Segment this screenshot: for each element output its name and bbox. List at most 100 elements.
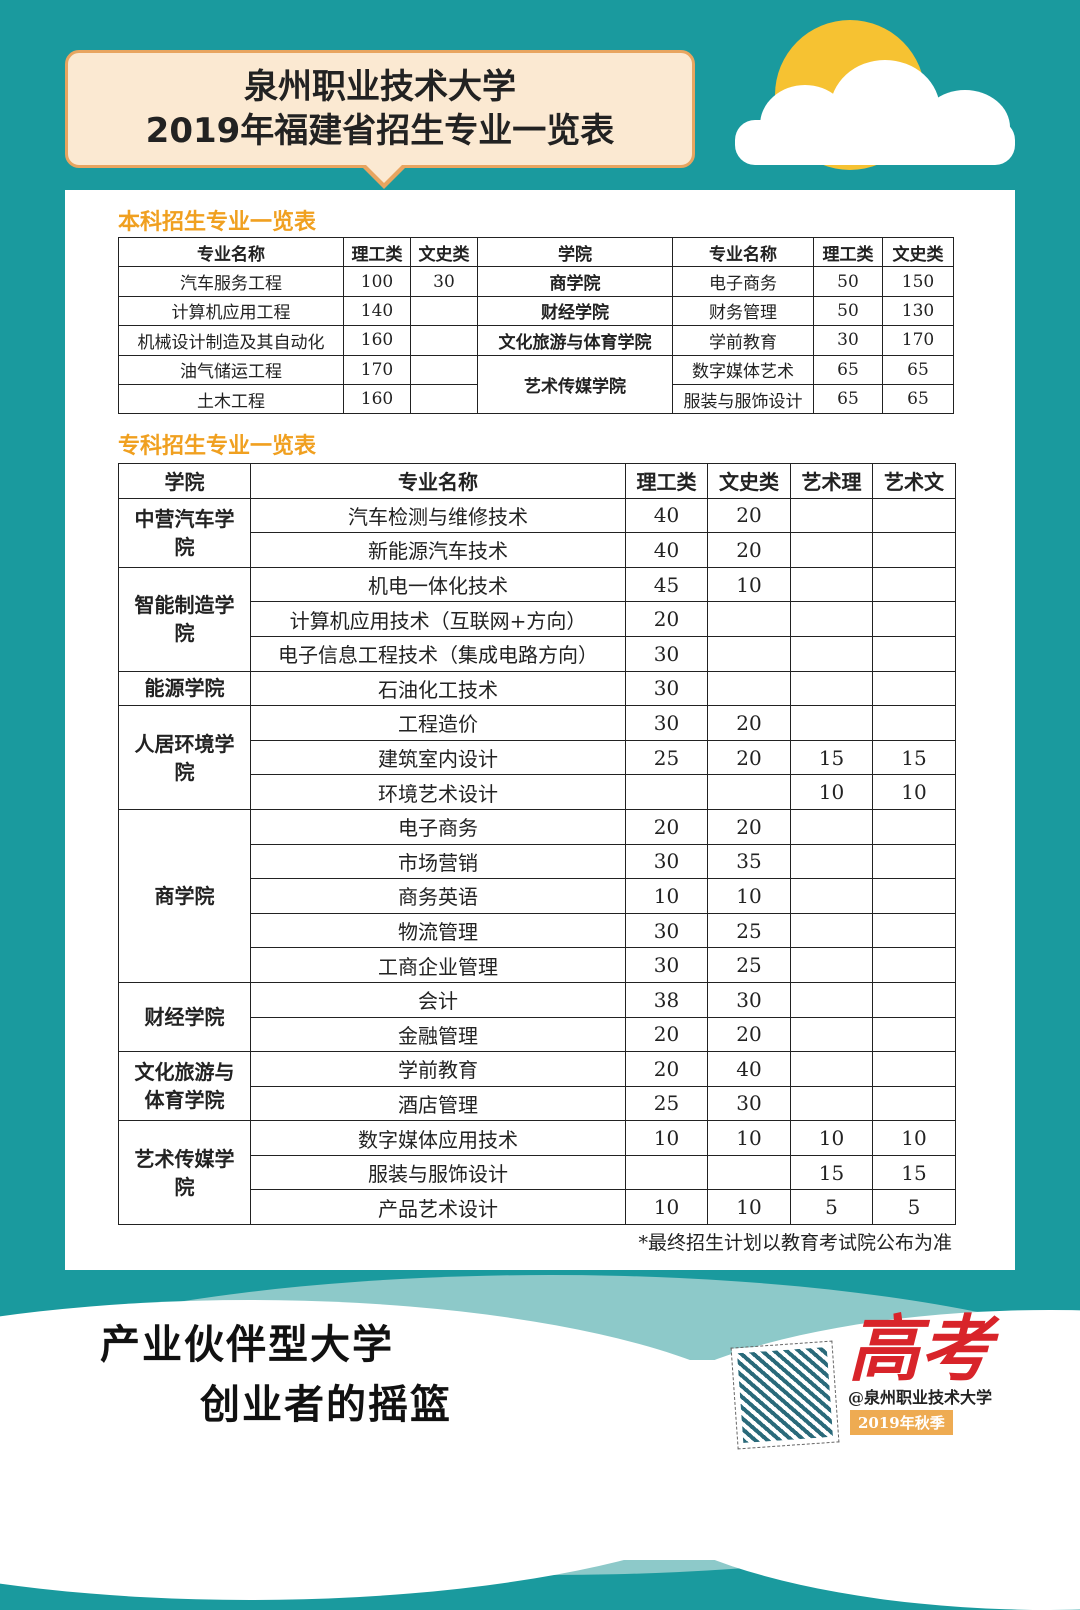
table-cell: 财经学院 xyxy=(118,981,251,1053)
table-cell: 10 xyxy=(625,1120,708,1156)
table-cell: 10 xyxy=(790,1120,873,1156)
table-cell: 10 xyxy=(707,1189,791,1226)
table-cell: 艺术理 xyxy=(790,463,873,499)
table-cell: 油气储运工程 xyxy=(118,354,344,385)
table-cell: 50 xyxy=(813,295,883,327)
table-cell: 20 xyxy=(625,601,708,637)
table-cell: 计算机应用工程 xyxy=(118,295,344,327)
table-cell xyxy=(872,1016,956,1053)
table-cell: 建筑室内设计 xyxy=(250,739,626,776)
table-cell: 50 xyxy=(813,266,883,297)
table-cell: 专业名称 xyxy=(672,236,814,268)
table-cell xyxy=(790,1016,873,1053)
table-cell: 学前教育 xyxy=(672,325,814,356)
table-cell xyxy=(790,705,873,741)
table-cell xyxy=(790,843,873,880)
table-cell: 专业名称 xyxy=(250,463,626,499)
table-cell: 艺术传媒学院 xyxy=(118,1120,251,1226)
table-cell: 160 xyxy=(343,325,411,356)
table-row: 财经学院 会计 38 30 xyxy=(118,981,956,1053)
table-cell xyxy=(707,774,791,810)
table-cell xyxy=(790,981,873,1018)
table-cell: 15 xyxy=(790,1154,873,1191)
table-cell: 艺术文 xyxy=(872,463,956,499)
table-cell xyxy=(790,566,873,603)
table-row: 机械设计制造及其自动化 160 文化旅游与体育学院 学前教育 30 170 xyxy=(118,325,954,356)
table-cell: 130 xyxy=(882,295,954,327)
table-cell: 35 xyxy=(707,843,791,880)
qr-code[interactable] xyxy=(730,1340,840,1450)
table-cell: 20 xyxy=(707,1016,791,1053)
table-cell: 文化旅游与体育学院 xyxy=(477,325,673,356)
season-badge: 2019年秋季 xyxy=(850,1410,953,1435)
table-row: 服装与服饰设计 15 15 xyxy=(119,1154,956,1191)
table-cell: 30 xyxy=(625,912,708,949)
table-cell: 15 xyxy=(872,739,956,776)
table-cell xyxy=(625,774,708,810)
table-cell: 工商企业管理 xyxy=(250,947,626,983)
table-cell xyxy=(410,325,478,356)
table-cell: 65 xyxy=(813,383,883,415)
table-cell: 中营汽车学院 xyxy=(118,497,251,568)
page-title: 泉州职业技术大学 2019年福建省招生专业一览表 xyxy=(65,50,695,168)
table-cell: 30 xyxy=(410,266,478,297)
table-cell: 财经学院 xyxy=(477,295,673,327)
table-cell: 100 xyxy=(343,266,411,297)
college-section-title: 专科招生专业一览表 xyxy=(118,434,317,459)
table-cell: 10 xyxy=(872,774,956,810)
table-row: 产品艺术设计 10 10 5 5 xyxy=(119,1189,956,1226)
table-cell: 45 xyxy=(625,566,708,603)
table-cell: 商学院 xyxy=(477,266,673,297)
table-cell xyxy=(872,878,956,914)
table-cell: 10 xyxy=(707,566,791,603)
table-cell: 20 xyxy=(707,705,791,741)
table-cell xyxy=(872,947,956,983)
table-row: 建筑室内设计 25 20 15 15 xyxy=(119,739,956,776)
table-cell: 170 xyxy=(343,354,411,385)
table-cell: 40 xyxy=(625,497,708,534)
table-cell: 30 xyxy=(625,705,708,741)
table-cell xyxy=(790,497,873,534)
table-cell xyxy=(872,808,956,845)
table-cell: 5 xyxy=(790,1189,873,1226)
table-cell: 机械设计制造及其自动化 xyxy=(118,325,344,356)
table-cell: 20 xyxy=(625,1051,708,1087)
table-cell: 电子商务 xyxy=(250,808,626,845)
table-cell xyxy=(707,1154,791,1191)
table-cell: 数字媒体应用技术 xyxy=(250,1120,626,1156)
table-cell: 石油化工技术 xyxy=(250,670,626,707)
table-cell xyxy=(872,705,956,741)
table-cell xyxy=(872,601,956,637)
table-cell: 专业名称 xyxy=(118,236,344,268)
account-name: @泉州职业技术大学 xyxy=(848,1388,993,1407)
table-cell xyxy=(410,383,478,415)
table-cell: 汽车检测与维修技术 xyxy=(250,497,626,534)
table-cell: 65 xyxy=(813,354,883,385)
table-cell: 10 xyxy=(790,774,873,810)
table-cell: 计算机应用技术（互联网+方向） xyxy=(250,601,626,637)
table-cell xyxy=(872,497,956,534)
table-row: 物流管理 30 25 xyxy=(119,912,956,949)
table-cell: 酒店管理 xyxy=(250,1085,626,1122)
table-cell: 汽车服务工程 xyxy=(118,266,344,297)
table-cell: 15 xyxy=(872,1154,956,1191)
table-cell: 30 xyxy=(813,325,883,356)
table-cell: 20 xyxy=(625,1016,708,1053)
undergrad-table: 专业名称 理工类 文史类 学院 专业名称 理工类 文史类 汽车服务工程 100 30 商学院 电子商务… xyxy=(118,236,954,415)
table-cell: 工程造价 xyxy=(250,705,626,741)
table-cell xyxy=(872,912,956,949)
table-cell xyxy=(872,981,956,1018)
table-cell: 数字媒体艺术 xyxy=(672,354,814,385)
table-cell: 160 xyxy=(343,383,411,415)
table-cell: 服装与服饰设计 xyxy=(672,383,814,415)
table-cell: 38 xyxy=(625,981,708,1018)
table-cell: 理工类 xyxy=(343,236,411,268)
table-cell: 5 xyxy=(872,1189,956,1226)
table-cell: 30 xyxy=(625,635,708,672)
table-cell: 服装与服饰设计 xyxy=(250,1154,626,1191)
table-row: 商务英语 10 10 xyxy=(119,878,956,914)
table-row: 计算机应用工程 140 财经学院 财务管理 50 130 xyxy=(118,295,954,327)
gaokao-logo: 高考 xyxy=(848,1306,993,1391)
table-row: 工商企业管理 30 25 xyxy=(119,947,956,983)
table-cell: 15 xyxy=(790,739,873,776)
